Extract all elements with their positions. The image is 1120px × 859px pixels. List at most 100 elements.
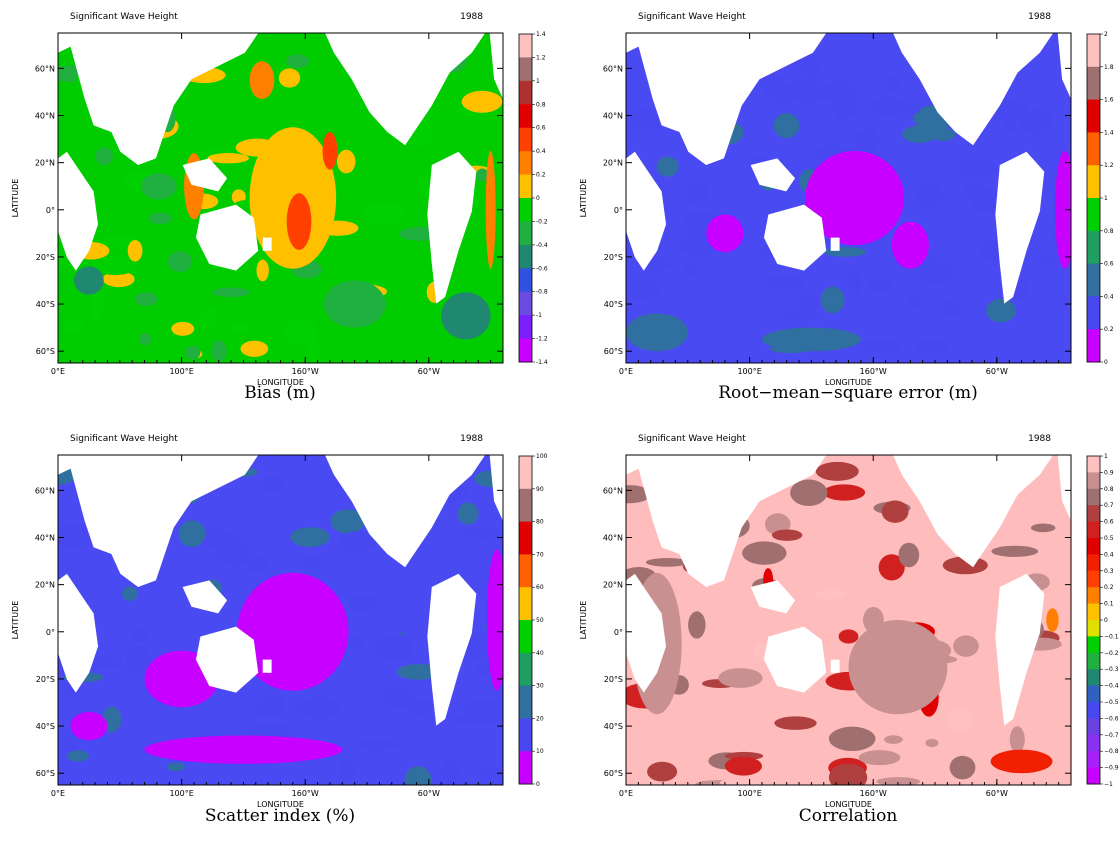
- contour-patch: [338, 760, 356, 781]
- colorbar-swatch: [1087, 554, 1100, 572]
- contour-patch: [58, 736, 79, 752]
- colorbar-swatch: [1087, 66, 1100, 101]
- colorbar-label: 60: [536, 584, 544, 591]
- contour-patch: [629, 108, 667, 130]
- colorbar-label: −0.2: [1104, 650, 1119, 657]
- contour-patch: [628, 278, 659, 301]
- contour-patch: [686, 221, 713, 243]
- colorbar-swatch: [519, 174, 532, 199]
- contour-patch: [814, 590, 848, 600]
- contour-patch: [452, 713, 485, 724]
- contour-patch: [871, 96, 906, 117]
- contour-patch: [820, 286, 845, 314]
- colorbar-swatch: [1087, 702, 1100, 719]
- contour-patch: [262, 476, 283, 492]
- x-axis-label: LONGITUDE: [257, 378, 304, 387]
- contour-patch: [286, 54, 309, 68]
- colorbar-label: 0.8: [1104, 486, 1114, 493]
- colorbar-swatch: [1087, 132, 1100, 166]
- contour-patch: [248, 556, 269, 574]
- colorbar-swatch: [519, 685, 532, 719]
- contour-patch: [904, 103, 921, 114]
- y-tick-label: 40°S: [604, 722, 623, 731]
- x-axis-label: LONGITUDE: [825, 378, 872, 387]
- contour-patch: [946, 706, 974, 733]
- colorbar-label: 1.4: [536, 31, 546, 38]
- contour-patch: [682, 264, 697, 275]
- x-tick-label: 0°E: [51, 367, 65, 376]
- colorbar-swatch: [1087, 521, 1100, 539]
- colorbar-label: 0.4: [1104, 551, 1114, 558]
- colorbar-swatch: [1087, 587, 1100, 605]
- y-tick-label: 20°S: [604, 253, 623, 262]
- contour-patch: [207, 153, 250, 164]
- colorbar-swatch: [1087, 570, 1100, 588]
- contour-patch: [462, 526, 499, 538]
- contour-feature: [249, 61, 275, 99]
- contour-patch: [457, 502, 479, 525]
- contour-feature: [286, 193, 312, 250]
- contour-patch: [742, 541, 787, 565]
- colorbar-label: 0.2: [1104, 326, 1114, 333]
- colorbar-label: −0.1: [1104, 633, 1119, 640]
- colorbar-label: 0.6: [1104, 519, 1114, 526]
- contour-patch: [955, 160, 999, 177]
- contour-patch: [925, 738, 939, 748]
- colorbar-label: -0.2: [536, 218, 548, 225]
- contour-patch: [211, 340, 227, 362]
- contour-patch: [178, 520, 206, 548]
- y-axis-label: LATITUDE: [579, 179, 588, 218]
- colorbar-swatch: [1087, 652, 1100, 670]
- contour-patch: [761, 75, 785, 94]
- contour-feature: [485, 150, 496, 269]
- contour-patch: [930, 128, 956, 142]
- contour-patch: [231, 321, 253, 334]
- contour-patch: [122, 586, 138, 602]
- y-tick-label: 40°S: [604, 300, 623, 309]
- x-tick-label: 60°W: [418, 367, 440, 376]
- contour-patch: [278, 68, 301, 88]
- colorbar-swatch: [1087, 230, 1100, 265]
- colorbar-swatch: [1087, 34, 1100, 68]
- colorbar-label: 0.1: [1104, 601, 1114, 608]
- colorbar-swatch: [1087, 620, 1100, 637]
- y-tick-label: 20°N: [603, 581, 623, 590]
- x-tick-label: 60°W: [986, 367, 1008, 376]
- contour-patch: [876, 777, 921, 785]
- colorbar-label: −0.7: [1104, 732, 1119, 739]
- colorbar-label: 0.5: [1104, 535, 1114, 542]
- contour-patch: [867, 279, 892, 292]
- colorbar-label: 100: [536, 453, 548, 460]
- contour-patch: [942, 299, 960, 318]
- colorbar-label: 20: [536, 715, 544, 722]
- y-tick-label: 20°S: [36, 253, 55, 262]
- contour-feature: [441, 292, 491, 340]
- panel-header-right: 1988: [460, 434, 483, 444]
- contour-patch: [718, 668, 763, 688]
- colorbar-label: 0.4: [536, 148, 546, 155]
- colorbar-swatch: [1087, 296, 1100, 330]
- contour-patch: [848, 267, 863, 295]
- colorbar-label: 0: [536, 195, 540, 202]
- colorbar-swatch: [519, 456, 532, 490]
- colorbar-swatch: [519, 80, 532, 105]
- contour-patch: [686, 185, 704, 205]
- colorbar-label: 0.6: [1104, 261, 1114, 268]
- contour-feature: [706, 214, 744, 253]
- y-tick-label: 20°S: [604, 675, 623, 684]
- map-field: [58, 33, 503, 363]
- y-tick-label: 60°N: [603, 64, 623, 73]
- colorbar-swatch: [519, 244, 532, 269]
- contour-patch: [337, 531, 377, 553]
- contour-patch: [374, 633, 415, 661]
- contour-patch: [823, 484, 866, 501]
- contour-patch: [902, 125, 937, 143]
- colorbar-swatch: [519, 488, 532, 523]
- caption-correlation: Correlation: [799, 806, 898, 826]
- contour-patch: [184, 345, 201, 360]
- colorbar-label: 40: [536, 650, 544, 657]
- colorbar-label: 0.2: [1104, 584, 1114, 591]
- contour-patch: [95, 147, 114, 165]
- y-tick-label: 20°N: [603, 159, 623, 168]
